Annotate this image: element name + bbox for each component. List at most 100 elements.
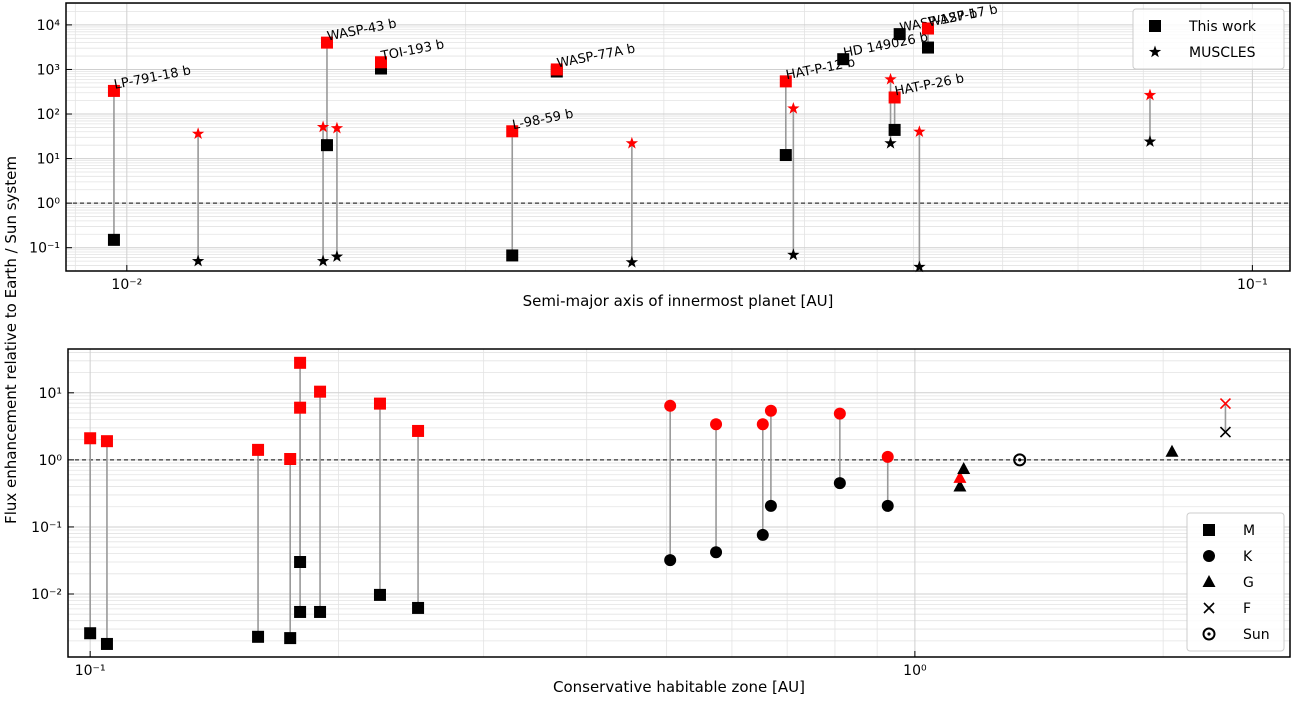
circle-marker xyxy=(664,554,677,567)
planet-label: L-98-59 b xyxy=(511,107,575,134)
planet-label: TOI-193 b xyxy=(379,37,446,64)
square-marker xyxy=(107,233,120,246)
x-tick-label: 10⁻² xyxy=(111,277,142,293)
square-marker xyxy=(1203,524,1215,536)
star-marker xyxy=(316,120,330,133)
star-marker xyxy=(884,136,897,149)
star-marker xyxy=(191,254,205,267)
circle-marker xyxy=(764,499,777,512)
y-tick-label: 10¹ xyxy=(37,152,60,168)
star-marker xyxy=(330,121,344,134)
legend-label: M xyxy=(1243,523,1255,539)
cross-marker xyxy=(1219,398,1232,410)
y-axis-label: Flux enhancement relative to Earth / Sun… xyxy=(2,156,20,524)
square-marker xyxy=(294,605,307,618)
x-tick-label: 10⁻¹ xyxy=(75,663,106,679)
square-marker xyxy=(100,435,113,448)
triangle-marker xyxy=(957,462,971,475)
sun-dot xyxy=(1018,458,1022,462)
square-marker xyxy=(373,397,386,410)
legend-box xyxy=(1186,512,1285,652)
star-marker xyxy=(191,127,205,140)
star-marker xyxy=(913,260,926,273)
circle-marker xyxy=(756,528,769,541)
planet-label: WASP-77A b xyxy=(556,42,637,72)
square-marker xyxy=(375,56,388,69)
square-marker xyxy=(893,28,906,41)
triangle-marker xyxy=(1165,444,1179,457)
cross-marker xyxy=(1219,426,1232,438)
square-marker xyxy=(922,41,935,54)
star-marker xyxy=(625,255,639,268)
square-marker xyxy=(779,149,792,162)
y-tick-label: 10⁰ xyxy=(37,196,61,212)
x-tick-label: 10⁻¹ xyxy=(1237,277,1268,293)
star-marker xyxy=(330,250,344,262)
square-marker xyxy=(294,356,307,369)
legend-box xyxy=(1132,8,1285,70)
cross-marker xyxy=(1203,602,1215,614)
legend-label: K xyxy=(1243,549,1253,565)
star-marker xyxy=(625,136,639,149)
square-marker xyxy=(314,385,327,398)
star-marker xyxy=(787,102,800,114)
circle-marker xyxy=(833,477,846,490)
square-marker xyxy=(252,443,265,456)
y-tick-label: 10³ xyxy=(37,62,60,78)
planet-label: WASP-43 b xyxy=(326,16,398,44)
square-marker xyxy=(922,22,935,35)
square-marker xyxy=(320,139,333,152)
y-tick-label: 10⁻¹ xyxy=(29,241,60,257)
star-marker xyxy=(1143,135,1157,147)
square-marker xyxy=(314,605,327,618)
square-marker xyxy=(294,556,307,569)
circle-marker xyxy=(710,546,723,559)
square-marker xyxy=(837,53,850,66)
legend-label: MUSCLES xyxy=(1189,45,1256,61)
sun-marker xyxy=(1202,627,1216,641)
square-marker xyxy=(412,601,425,614)
circle-marker xyxy=(881,450,894,463)
plot-frame xyxy=(67,348,1291,658)
star-marker xyxy=(316,254,330,267)
legend-label: Sun xyxy=(1243,627,1270,643)
square-marker xyxy=(506,125,519,138)
circle-marker xyxy=(881,499,894,512)
x-tick-label: 10⁰ xyxy=(903,663,927,679)
triangle-marker xyxy=(953,470,967,483)
y-tick-label: 10¹ xyxy=(39,386,62,402)
circle-marker xyxy=(764,404,777,417)
triangle-marker xyxy=(953,479,967,492)
square-marker xyxy=(84,432,97,445)
y-tick-label: 10⁴ xyxy=(37,18,61,34)
square-marker xyxy=(107,84,120,97)
circle-marker xyxy=(833,407,846,420)
x-axis-label: Conservative habitable zone [AU] xyxy=(553,678,805,696)
square-marker xyxy=(550,63,563,76)
square-marker xyxy=(84,627,97,640)
planet-label: HAT-P-26 b xyxy=(894,71,966,99)
x-axis-label: Semi-major axis of innermost planet [AU] xyxy=(523,292,834,310)
star-marker xyxy=(1148,45,1162,58)
circle-marker xyxy=(1203,550,1215,562)
circle-marker xyxy=(710,418,723,431)
square-marker xyxy=(320,36,333,49)
star-marker xyxy=(884,72,897,85)
y-tick-label: 10⁻² xyxy=(31,587,62,603)
legend-label: F xyxy=(1243,601,1251,617)
square-marker xyxy=(294,401,307,414)
square-marker xyxy=(284,453,297,466)
planet-label: WASP-17 b xyxy=(927,2,999,30)
circle-marker xyxy=(664,399,677,412)
plot-frame xyxy=(65,2,1291,272)
square-marker xyxy=(779,75,792,88)
star-marker xyxy=(1143,88,1157,101)
square-marker xyxy=(100,637,113,650)
legend-label: G xyxy=(1243,575,1254,591)
legend-label: This work xyxy=(1188,19,1257,35)
circle-marker xyxy=(756,418,769,431)
square-marker xyxy=(506,249,519,262)
square-marker xyxy=(888,123,901,136)
planet-label: LP-791-18 b xyxy=(113,63,192,93)
